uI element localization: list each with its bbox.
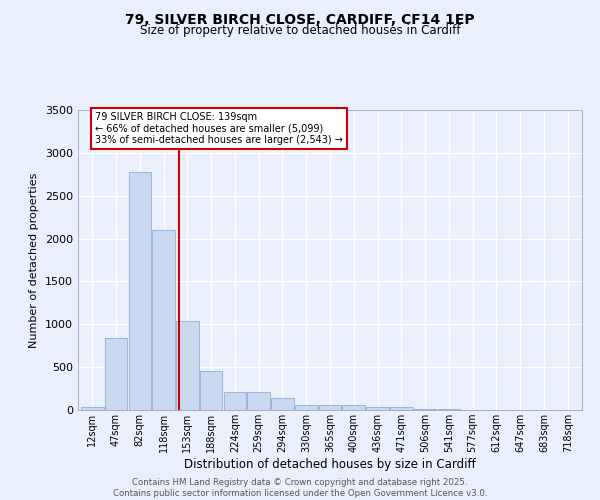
Y-axis label: Number of detached properties: Number of detached properties xyxy=(29,172,40,348)
Bar xyxy=(366,407,389,410)
Bar xyxy=(271,398,294,410)
Text: Contains HM Land Registry data © Crown copyright and database right 2025.
Contai: Contains HM Land Registry data © Crown c… xyxy=(113,478,487,498)
Bar xyxy=(152,230,175,410)
Bar xyxy=(247,392,270,410)
Bar xyxy=(390,407,413,410)
Bar xyxy=(295,406,317,410)
Text: Size of property relative to detached houses in Cardiff: Size of property relative to detached ho… xyxy=(140,24,460,37)
Bar xyxy=(176,321,199,410)
X-axis label: Distribution of detached houses by size in Cardiff: Distribution of detached houses by size … xyxy=(184,458,476,471)
Bar xyxy=(105,338,127,410)
Bar xyxy=(81,408,104,410)
Text: 79 SILVER BIRCH CLOSE: 139sqm
← 66% of detached houses are smaller (5,099)
33% o: 79 SILVER BIRCH CLOSE: 139sqm ← 66% of d… xyxy=(95,112,343,144)
Bar xyxy=(414,408,436,410)
Bar xyxy=(200,372,223,410)
Bar xyxy=(319,406,341,410)
Bar xyxy=(343,406,365,410)
Text: 79, SILVER BIRCH CLOSE, CARDIFF, CF14 1EP: 79, SILVER BIRCH CLOSE, CARDIFF, CF14 1E… xyxy=(125,12,475,26)
Bar xyxy=(224,392,246,410)
Bar xyxy=(437,408,460,410)
Bar xyxy=(128,172,151,410)
